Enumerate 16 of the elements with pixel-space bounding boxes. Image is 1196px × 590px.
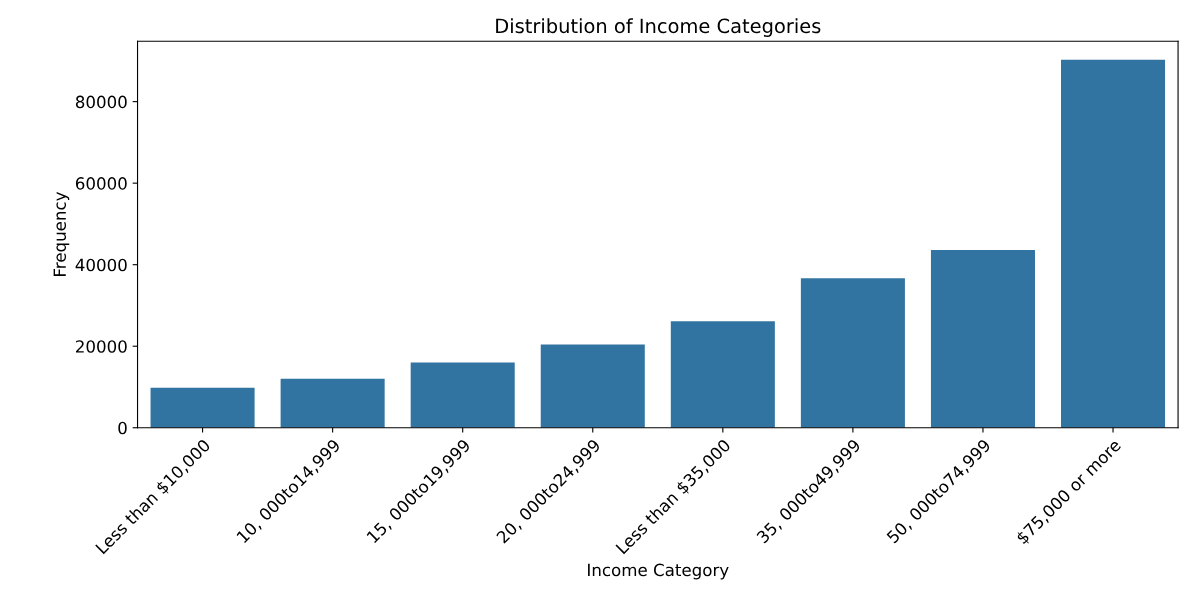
bar <box>1061 59 1166 428</box>
y-tick-label: 60000 <box>75 177 127 190</box>
y-tick-label: 40000 <box>75 258 127 272</box>
bar <box>150 387 255 428</box>
y-tick-label: 80000 <box>75 95 127 109</box>
bar <box>930 250 1035 428</box>
bar <box>410 362 515 428</box>
y-tick-label: 20000 <box>76 340 127 353</box>
bar <box>280 378 385 428</box>
y-axis-title: Frequency <box>53 191 70 276</box>
chart-title: Distribution of Income Categories <box>496 18 821 38</box>
bar <box>670 321 775 428</box>
bar <box>540 344 645 428</box>
y-tick-label: 0 <box>118 421 127 435</box>
x-axis-title: Income Category <box>588 563 729 580</box>
bar <box>800 278 905 428</box>
